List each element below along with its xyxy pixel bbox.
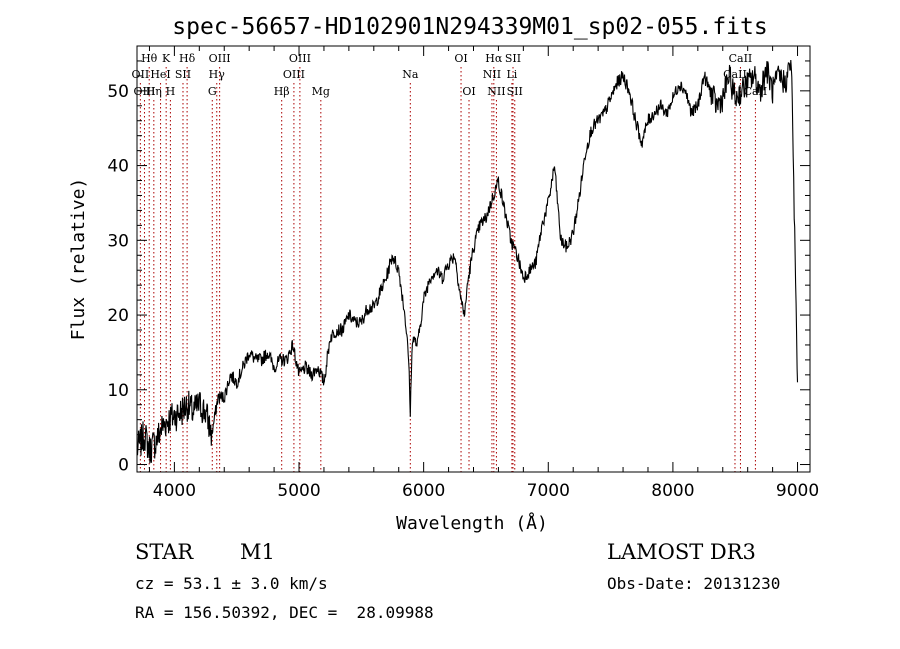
- spectral-line-label: Na: [402, 68, 419, 81]
- spectral-line-label: Hγ: [209, 68, 226, 81]
- x-tick-label: 9000: [776, 481, 819, 501]
- survey-name: LAMOST DR3: [607, 540, 756, 564]
- spectral-line-label: Hδ: [179, 52, 196, 65]
- x-axis-ticks: 4000 5000 6000 7000 8000 9000: [148, 46, 819, 501]
- spectral-line-label: OIII: [283, 68, 305, 81]
- plot-frame: [136, 45, 811, 473]
- x-tick-label: 5000: [277, 481, 320, 501]
- spectral-line-label: HeI: [150, 68, 170, 81]
- spectral-line-label: OI: [454, 52, 467, 65]
- y-tick-label: 20: [107, 306, 129, 326]
- spectral-line-label: OIII: [289, 52, 311, 65]
- spectral-line-label: SII: [507, 85, 523, 98]
- spectral-line-label: OII: [132, 68, 150, 81]
- spectrum-line: [136, 59, 799, 464]
- object-class: STAR: [135, 540, 194, 564]
- x-axis-label: Wavelength (Å): [396, 512, 548, 534]
- spectral-line-label: OI: [462, 85, 475, 98]
- spectral-line-label: K: [162, 52, 171, 65]
- spectral-line-label: Hβ: [274, 85, 290, 98]
- spectral-line-label: Hθ: [141, 52, 158, 65]
- spectral-line-label: SII: [175, 68, 191, 81]
- spectral-line-label: SII: [505, 52, 521, 65]
- y-tick-label: 30: [107, 231, 129, 251]
- y-tick-label: 0: [118, 456, 129, 476]
- spectral-line-label: Li: [506, 68, 517, 81]
- spectral-line-label: CaII: [729, 52, 753, 65]
- spectral-line-label: H: [166, 85, 176, 98]
- x-tick-label: 7000: [527, 481, 570, 501]
- x-tick-label: 8000: [651, 481, 694, 501]
- spectral-line-label: Mg: [312, 85, 330, 98]
- y-tick-label: 50: [107, 82, 129, 102]
- y-tick-label: 10: [107, 381, 129, 401]
- y-axis-label: Flux (relative): [68, 178, 89, 341]
- object-subclass: M1: [240, 540, 275, 564]
- spectral-line-label: G: [208, 85, 217, 98]
- chart-title: spec-56657-HD102901N294339M01_sp02-055.f…: [172, 14, 767, 40]
- spectral-line-label: Hη: [146, 85, 162, 98]
- spectral-line-label: OIII: [209, 52, 231, 65]
- ra-dec-coordinates: RA = 156.50392, DEC = 28.09988: [135, 603, 434, 622]
- x-tick-label: 4000: [153, 481, 196, 501]
- observation-date: Obs-Date: 20131230: [607, 574, 781, 593]
- y-axis-ticks: 0 10 20 30 40 50: [107, 60, 810, 476]
- y-tick-label: 40: [107, 157, 129, 177]
- x-tick-label: 6000: [402, 481, 445, 501]
- redshift-cz: cz = 53.1 ± 3.0 km/s: [135, 574, 328, 593]
- spectral-line-label: NII: [487, 85, 505, 98]
- spectral-line-label: NII: [483, 68, 501, 81]
- spectral-line-label: OIII: [133, 85, 155, 98]
- spectral-line-label: Hα: [485, 52, 503, 65]
